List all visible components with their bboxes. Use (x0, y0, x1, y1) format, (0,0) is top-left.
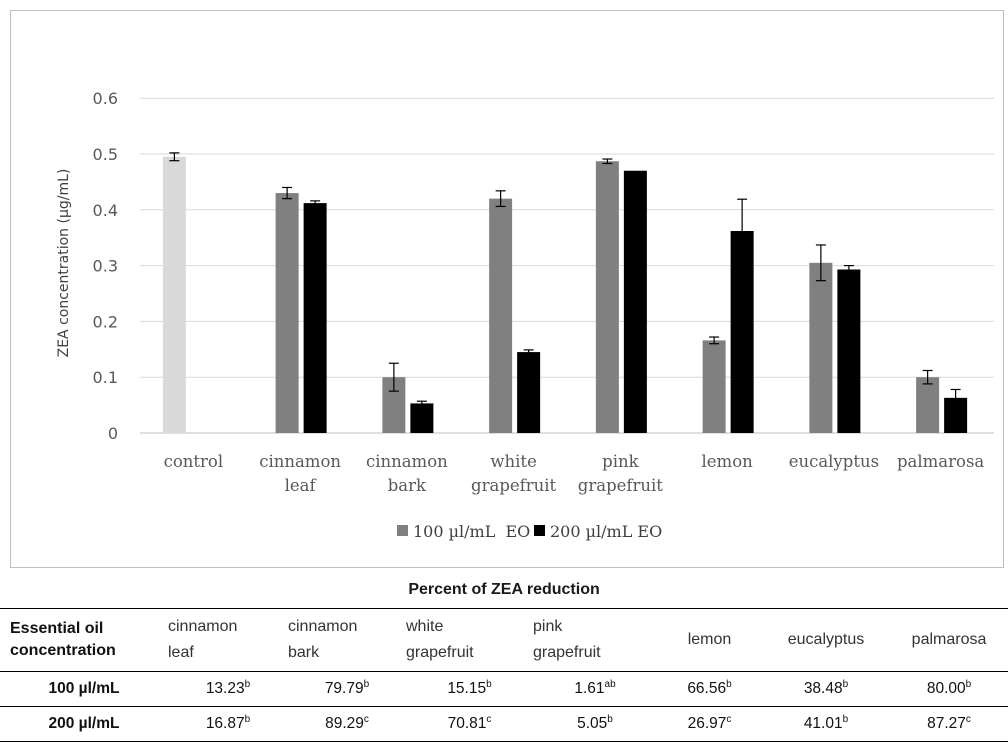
reduction-cell: 1.61ab (533, 671, 657, 707)
reduction-cell: 26.97c (657, 706, 762, 742)
x-category-label: grapefruit (471, 476, 557, 495)
reduction-cell: 5.05b (533, 706, 657, 742)
x-category-label: bark (388, 476, 427, 495)
significance-letter: ab (604, 678, 616, 690)
significance-letter: b (842, 678, 849, 690)
row-label: 100 µl/mL (0, 671, 168, 707)
x-category-label: cinnamon (259, 452, 341, 471)
significance-letter: b (363, 678, 370, 690)
chart-frame (10, 10, 1004, 568)
significance-letter: c (965, 713, 971, 725)
table-body: 100 µl/mL 13.23b 79.79b 15.15b 1.61ab 66.56b 3… (0, 671, 1008, 742)
table-header-row: Essential oil concentration cinnamon leaf ci… (0, 608, 1008, 672)
legend-swatch (534, 525, 545, 536)
significance-letter: b (965, 678, 972, 690)
y-tick-label: 0.3 (93, 257, 118, 276)
significance-letter: b (726, 678, 732, 690)
bar-100 (702, 340, 726, 433)
zea-bar-chart: 0 0.1 0.2 0.3 0.4 0.5 0.6 ZEA concentration (µg… (56, 89, 994, 541)
significance-letter: c (363, 713, 369, 725)
column-header: lemon (657, 608, 762, 672)
bar-100 (382, 377, 406, 433)
table-title: Percent of ZEA reduction (0, 571, 1008, 609)
reduction-cell: 66.56b (657, 671, 762, 707)
bar-100 (916, 377, 940, 433)
significance-letter: b (842, 713, 849, 725)
legend-swatch (397, 525, 408, 536)
bar-100 (809, 262, 833, 433)
x-category-label: grapefruit (578, 476, 664, 495)
y-tick-label: 0.1 (93, 368, 118, 387)
reduction-cell: 41.01b (762, 706, 890, 742)
x-category-label: pink (602, 452, 639, 471)
legend-entry: 200 µl/mL EO (550, 522, 662, 541)
bar-100 (595, 161, 619, 433)
significance-letter: b (607, 713, 613, 725)
row-label: 200 µl/mL (0, 706, 168, 742)
column-header: palmarosa (890, 608, 1008, 672)
bar-200 (410, 403, 434, 433)
significance-letter: b (486, 678, 492, 690)
reduction-cell: 89.29c (288, 706, 406, 742)
bar-100 (275, 193, 299, 433)
significance-letter: c (486, 713, 492, 725)
x-category-label: control (164, 452, 224, 471)
bar-200 (303, 203, 327, 433)
significance-letter: b (244, 713, 251, 725)
column-header: cinnamon leaf (168, 608, 288, 672)
reduction-cell: 80.00b (890, 671, 1008, 707)
zea-reduction-table: Percent of ZEA reduction Essential oil co… (0, 571, 1008, 742)
table-row: 100 µl/mL 13.23b 79.79b 15.15b 1.61ab 66.56b 3… (0, 671, 1008, 707)
reduction-cell: 79.79b (288, 671, 406, 707)
table-row: 200 µl/mL 16.87b 89.29c 70.81c 5.05b 26.97c 41… (0, 706, 1008, 742)
reduction-cell: 38.48b (762, 671, 890, 707)
reduction-cell: 16.87b (168, 706, 288, 742)
bar-200 (517, 352, 541, 433)
bar-200 (623, 170, 647, 434)
bar-control (162, 156, 186, 434)
y-axis-title: ZEA concentration (µg/mL) (56, 169, 72, 358)
bar-200 (944, 397, 968, 433)
x-category-label: leaf (285, 476, 318, 495)
y-tick-label: 0.4 (93, 201, 118, 220)
significance-letter: b (244, 678, 251, 690)
column-header: eucalyptus (762, 608, 890, 672)
y-tick-label: 0.2 (93, 312, 118, 331)
column-header: white grapefruit (406, 608, 533, 672)
bar-100 (489, 198, 513, 433)
y-tick-label: 0.6 (93, 89, 118, 108)
x-category-label: lemon (702, 452, 754, 471)
reduction-cell: 13.23b (168, 671, 288, 707)
x-category-label: white (490, 452, 536, 471)
x-category-label: palmarosa (897, 452, 984, 471)
y-tick-label: 0.5 (93, 145, 118, 164)
x-category-label: eucalyptus (789, 452, 879, 471)
reduction-cell: 87.27c (890, 706, 1008, 742)
y-tick-label: 0 (108, 424, 118, 443)
reduction-cell: 15.15b (406, 671, 533, 707)
significance-letter: c (726, 713, 732, 725)
bar-200 (837, 269, 861, 433)
legend-entry: 100 µl/mL EO (413, 522, 530, 541)
column-header: pink grapefruit (533, 608, 657, 672)
bar-200 (730, 231, 754, 433)
column-header: cinnamon bark (288, 608, 406, 672)
x-category-label: cinnamon (366, 452, 448, 471)
reduction-cell: 70.81c (406, 706, 533, 742)
row-header-cell: Essential oil concentration (0, 608, 168, 672)
